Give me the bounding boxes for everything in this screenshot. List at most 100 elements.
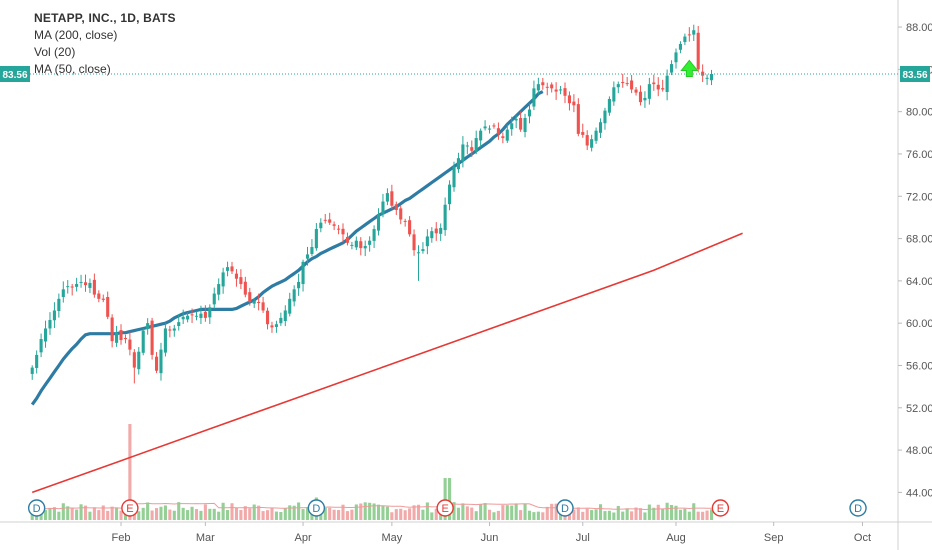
candle-body [696,32,700,70]
volume-bar [345,511,350,520]
candle [52,302,56,328]
candle-body [341,228,345,235]
candle-body [265,310,270,325]
candle-body [625,83,629,85]
volume-bar [274,511,278,520]
candle [625,76,629,87]
volume-bar [301,509,305,520]
candle-body [674,52,678,63]
volume-bar [172,510,176,520]
candle-body [541,82,545,86]
volume-bar [88,511,92,520]
candle [527,103,532,124]
volume-bar [230,503,234,520]
volume-bar [75,509,79,520]
candle-body [394,204,398,211]
candle-body [612,87,616,102]
candle [581,123,585,138]
volume-bar [625,508,629,520]
volume-bar [283,508,287,520]
volume-bar [550,503,554,520]
candle-body [301,261,305,285]
candle [92,273,96,298]
candle [310,239,314,257]
candle-body [150,320,154,355]
candle-body [128,339,132,350]
volume-bar [270,507,274,520]
volume-bar [470,507,474,520]
event-marker-label: D [33,503,41,515]
candle [208,304,212,324]
candle-body [643,97,647,101]
candle [638,85,643,106]
candle-body [186,315,190,320]
volume-bar [554,503,558,520]
candle [88,278,92,294]
candle [337,224,341,235]
candle-body [146,323,150,330]
candle [292,285,296,307]
candle [257,293,261,311]
volume-bar [479,504,483,520]
candle [30,365,34,380]
candle [496,122,500,140]
candle-body [479,130,483,141]
candle [661,79,665,92]
candle [399,205,403,225]
candle [434,222,438,241]
symbol-title: NETAPP, INC., 1D, BATS [34,11,176,25]
candle [203,305,207,322]
candle-body [141,330,145,353]
volume-bar [612,512,616,520]
volume-bar [337,510,341,520]
candle-body [106,296,110,317]
candle-body [354,240,358,248]
volume-bar [541,512,545,520]
volume-bar [359,503,363,520]
candle-body [598,122,603,133]
volume-bar [456,507,461,520]
candle-body [154,356,159,371]
volume-bar [683,508,687,520]
candle [217,278,221,301]
candle-body [101,298,105,300]
event-marker-label: D [312,503,320,515]
x-tick-label: Aug [666,532,686,544]
candle [572,94,576,113]
volume-bar [576,507,580,520]
candle-body [474,138,478,152]
candle [128,331,132,356]
candle-body [199,313,203,318]
candle-body [234,273,239,279]
volume-bar [487,509,492,520]
candle-body [532,88,536,107]
volume-bar [115,507,119,520]
candle-body [292,289,296,302]
candle [39,333,43,358]
volume-bar [643,512,647,520]
candle [301,259,305,292]
candle [470,140,474,157]
volume-bar [61,503,65,520]
candle [123,334,128,344]
candle-body [248,292,252,303]
volume-bar [52,507,56,520]
volume-bar [434,508,438,520]
candle [194,311,199,321]
candle-body [581,132,585,135]
candle [483,120,487,131]
candle [181,309,185,325]
candle-body [110,317,114,342]
volume-bar [452,502,456,520]
volume-bar [128,424,132,520]
candle-body [30,367,34,374]
candle [66,280,70,294]
candle-body [288,298,292,314]
candle [226,261,230,277]
candle-body [43,328,48,342]
candle [616,81,620,94]
price-badge-left [0,65,30,82]
volume-bar [510,505,514,520]
y-tick-label: 48.00 [906,445,932,457]
